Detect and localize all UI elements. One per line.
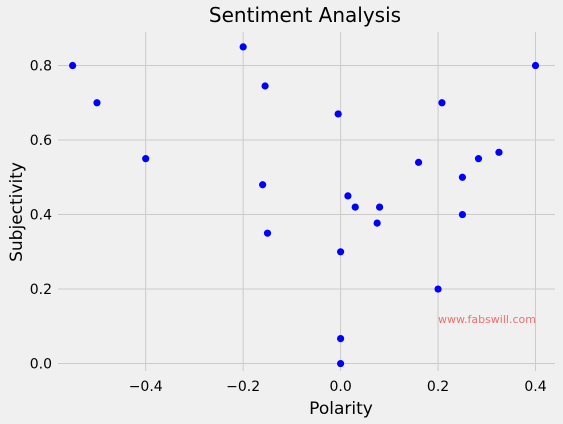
data-point: [414, 158, 423, 166]
data-point: [263, 229, 272, 237]
x-tick-label: −0.4: [129, 379, 163, 395]
x-axis-label: Polarity: [309, 399, 373, 419]
data-point: [259, 181, 267, 189]
watermark-text: www.fabswill.com: [438, 313, 536, 326]
data-point: [375, 203, 384, 211]
data-point: [334, 110, 342, 118]
data-point: [337, 359, 345, 368]
data-point: [373, 219, 381, 227]
data-point: [351, 203, 359, 211]
data-point: [261, 82, 269, 90]
data-point: [239, 43, 247, 51]
y-axis-label: Subjectivity: [7, 162, 27, 262]
x-tick-label: −0.2: [226, 379, 260, 395]
y-tick-label: 0.8: [30, 59, 52, 75]
data-point: [337, 334, 345, 343]
y-tick-label: 0.6: [30, 133, 52, 149]
data-point: [69, 61, 77, 70]
data-point: [458, 210, 467, 219]
y-tick-label: 0.2: [30, 282, 52, 298]
data-point: [458, 173, 467, 181]
x-tick-label: 0.0: [329, 379, 351, 395]
data-point: [93, 99, 101, 107]
x-tick-label: 0.4: [524, 379, 546, 395]
data-point: [438, 99, 446, 107]
data-point: [344, 192, 352, 200]
data-point: [531, 61, 540, 70]
y-tick-label: 0.4: [30, 208, 52, 224]
data-point: [434, 285, 442, 293]
data-point: [474, 155, 483, 163]
x-tick-label: 0.2: [427, 379, 449, 395]
y-tick-label: 0.0: [30, 357, 52, 373]
data-point: [495, 148, 503, 156]
data-point: [142, 155, 150, 163]
data-points: [69, 43, 540, 368]
chart-title: Sentiment Analysis: [209, 3, 401, 27]
data-point: [337, 248, 345, 256]
grid-lines: [58, 32, 555, 371]
tick-labels: −0.4 −0.2 0.0 0.2 0.4 0.0 0.2 0.4 0.6 0.8: [30, 59, 547, 395]
